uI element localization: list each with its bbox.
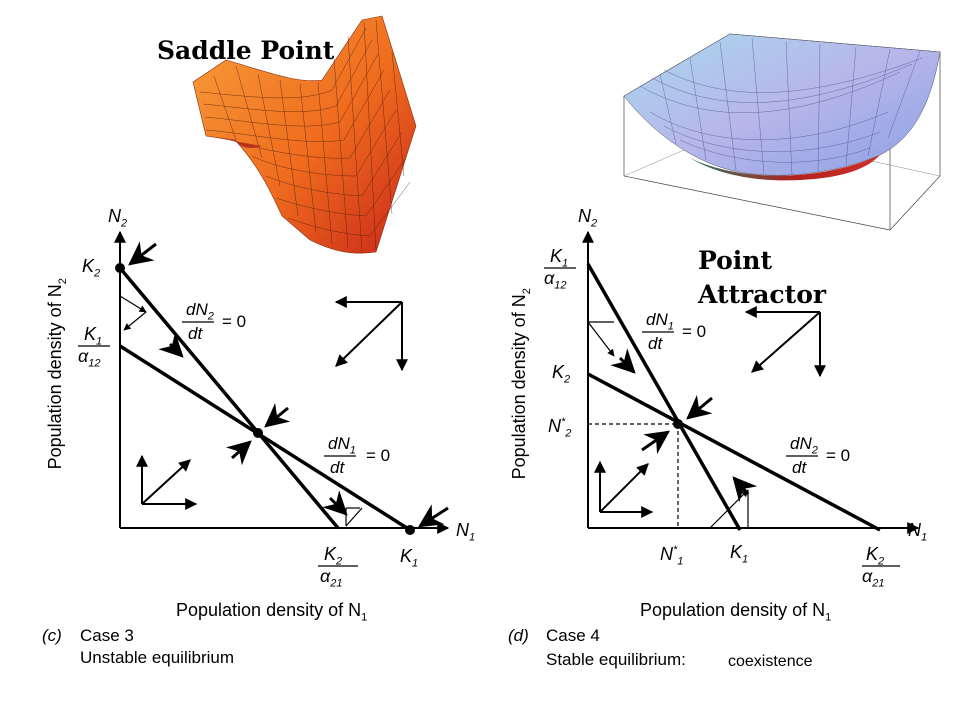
panel-c-isocline-n1 <box>119 344 411 532</box>
panel-d-n1-axis-label: N1 <box>908 520 928 544</box>
panel-d-case: Case 4 <box>546 626 600 645</box>
panel-d-y-axis-title: Population density of N2 <box>509 288 533 480</box>
panel-d-description-coexistence: coexistence <box>728 653 813 670</box>
panel-c-isocline-n2 <box>118 266 340 530</box>
panel-d-description: Stable equilibrium: <box>546 650 686 669</box>
panel-d-k2-over-a21-den: α21 <box>862 566 885 590</box>
panel-c-dn1-num: dN1 <box>328 434 356 457</box>
panel-c-k2-label: K2 <box>82 256 101 280</box>
panel-c-plot <box>78 230 450 567</box>
panel-d-dn1-eq: = 0 <box>682 322 707 341</box>
panel-c-k1-label: K1 <box>400 546 419 570</box>
panel-c-k2-over-a21-den: α21 <box>320 566 343 590</box>
panel-c-y-axis-title: Population density of N2 <box>45 278 69 470</box>
panel-c-k1-over-a12-den: α12 <box>78 346 101 370</box>
panel-c-k1-point <box>405 525 415 535</box>
attractor-bowl <box>622 33 941 231</box>
panel-c-case: Case 3 <box>80 626 134 645</box>
panel-d-k1-over-a12-num: K1 <box>550 246 569 270</box>
panel-c-dn1-eq: = 0 <box>366 446 391 465</box>
panel-d-k1-label: K1 <box>730 542 749 566</box>
panel-d-plot <box>544 230 920 567</box>
point-attractor-title: Point Attractor <box>698 246 827 309</box>
panel-d-isocline-n1 <box>586 263 742 531</box>
panel-d-k2-label: K2 <box>552 362 571 386</box>
panel-c-dn1-den: dt <box>330 458 345 477</box>
saddle-point-title: Saddle Point <box>157 36 335 65</box>
panel-d-n2-star-label: N*2 <box>548 416 572 440</box>
panel-c-k1-over-a12-num: K1 <box>84 324 103 348</box>
panel-c-equilibrium-point <box>253 428 263 438</box>
panel-d-n2-axis-label: N2 <box>578 206 598 230</box>
saddle-surface <box>192 15 417 254</box>
panel-c-x-axis-title: Population density of N1 <box>176 600 368 624</box>
panel-c-dn2-den: dt <box>188 324 203 343</box>
panel-d-n1-star-label: N*1 <box>660 544 684 568</box>
panel-d-dn2-num: dN2 <box>790 434 818 457</box>
panel-d-tag: (d) <box>508 626 529 645</box>
panel-c-k2-point <box>115 263 125 273</box>
panel-d-dn1-num: dN1 <box>646 310 674 333</box>
panel-d-x-axis-title: Population density of N1 <box>640 600 832 624</box>
panel-c-dn2-eq: = 0 <box>222 312 247 331</box>
panel-d-dn2-eq: = 0 <box>826 446 851 465</box>
panel-c-n1-axis-label: N1 <box>456 520 476 544</box>
panel-c-dn2-num: dN2 <box>186 300 214 323</box>
panel-c-description: Unstable equilibrium <box>80 648 235 667</box>
panel-d-dn1-den: dt <box>648 334 663 353</box>
panel-c-n2-axis-label: N2 <box>108 206 128 230</box>
panel-d-isocline-n2 <box>587 372 881 532</box>
panel-d-k2-over-a21-num: K2 <box>866 544 885 568</box>
panel-d-k1-over-a12-den: α12 <box>544 268 567 292</box>
panel-d-dn2-den: dt <box>792 458 807 477</box>
panel-c-tag: (c) <box>42 626 62 645</box>
panel-c-k2-over-a21-num: K2 <box>324 544 343 568</box>
